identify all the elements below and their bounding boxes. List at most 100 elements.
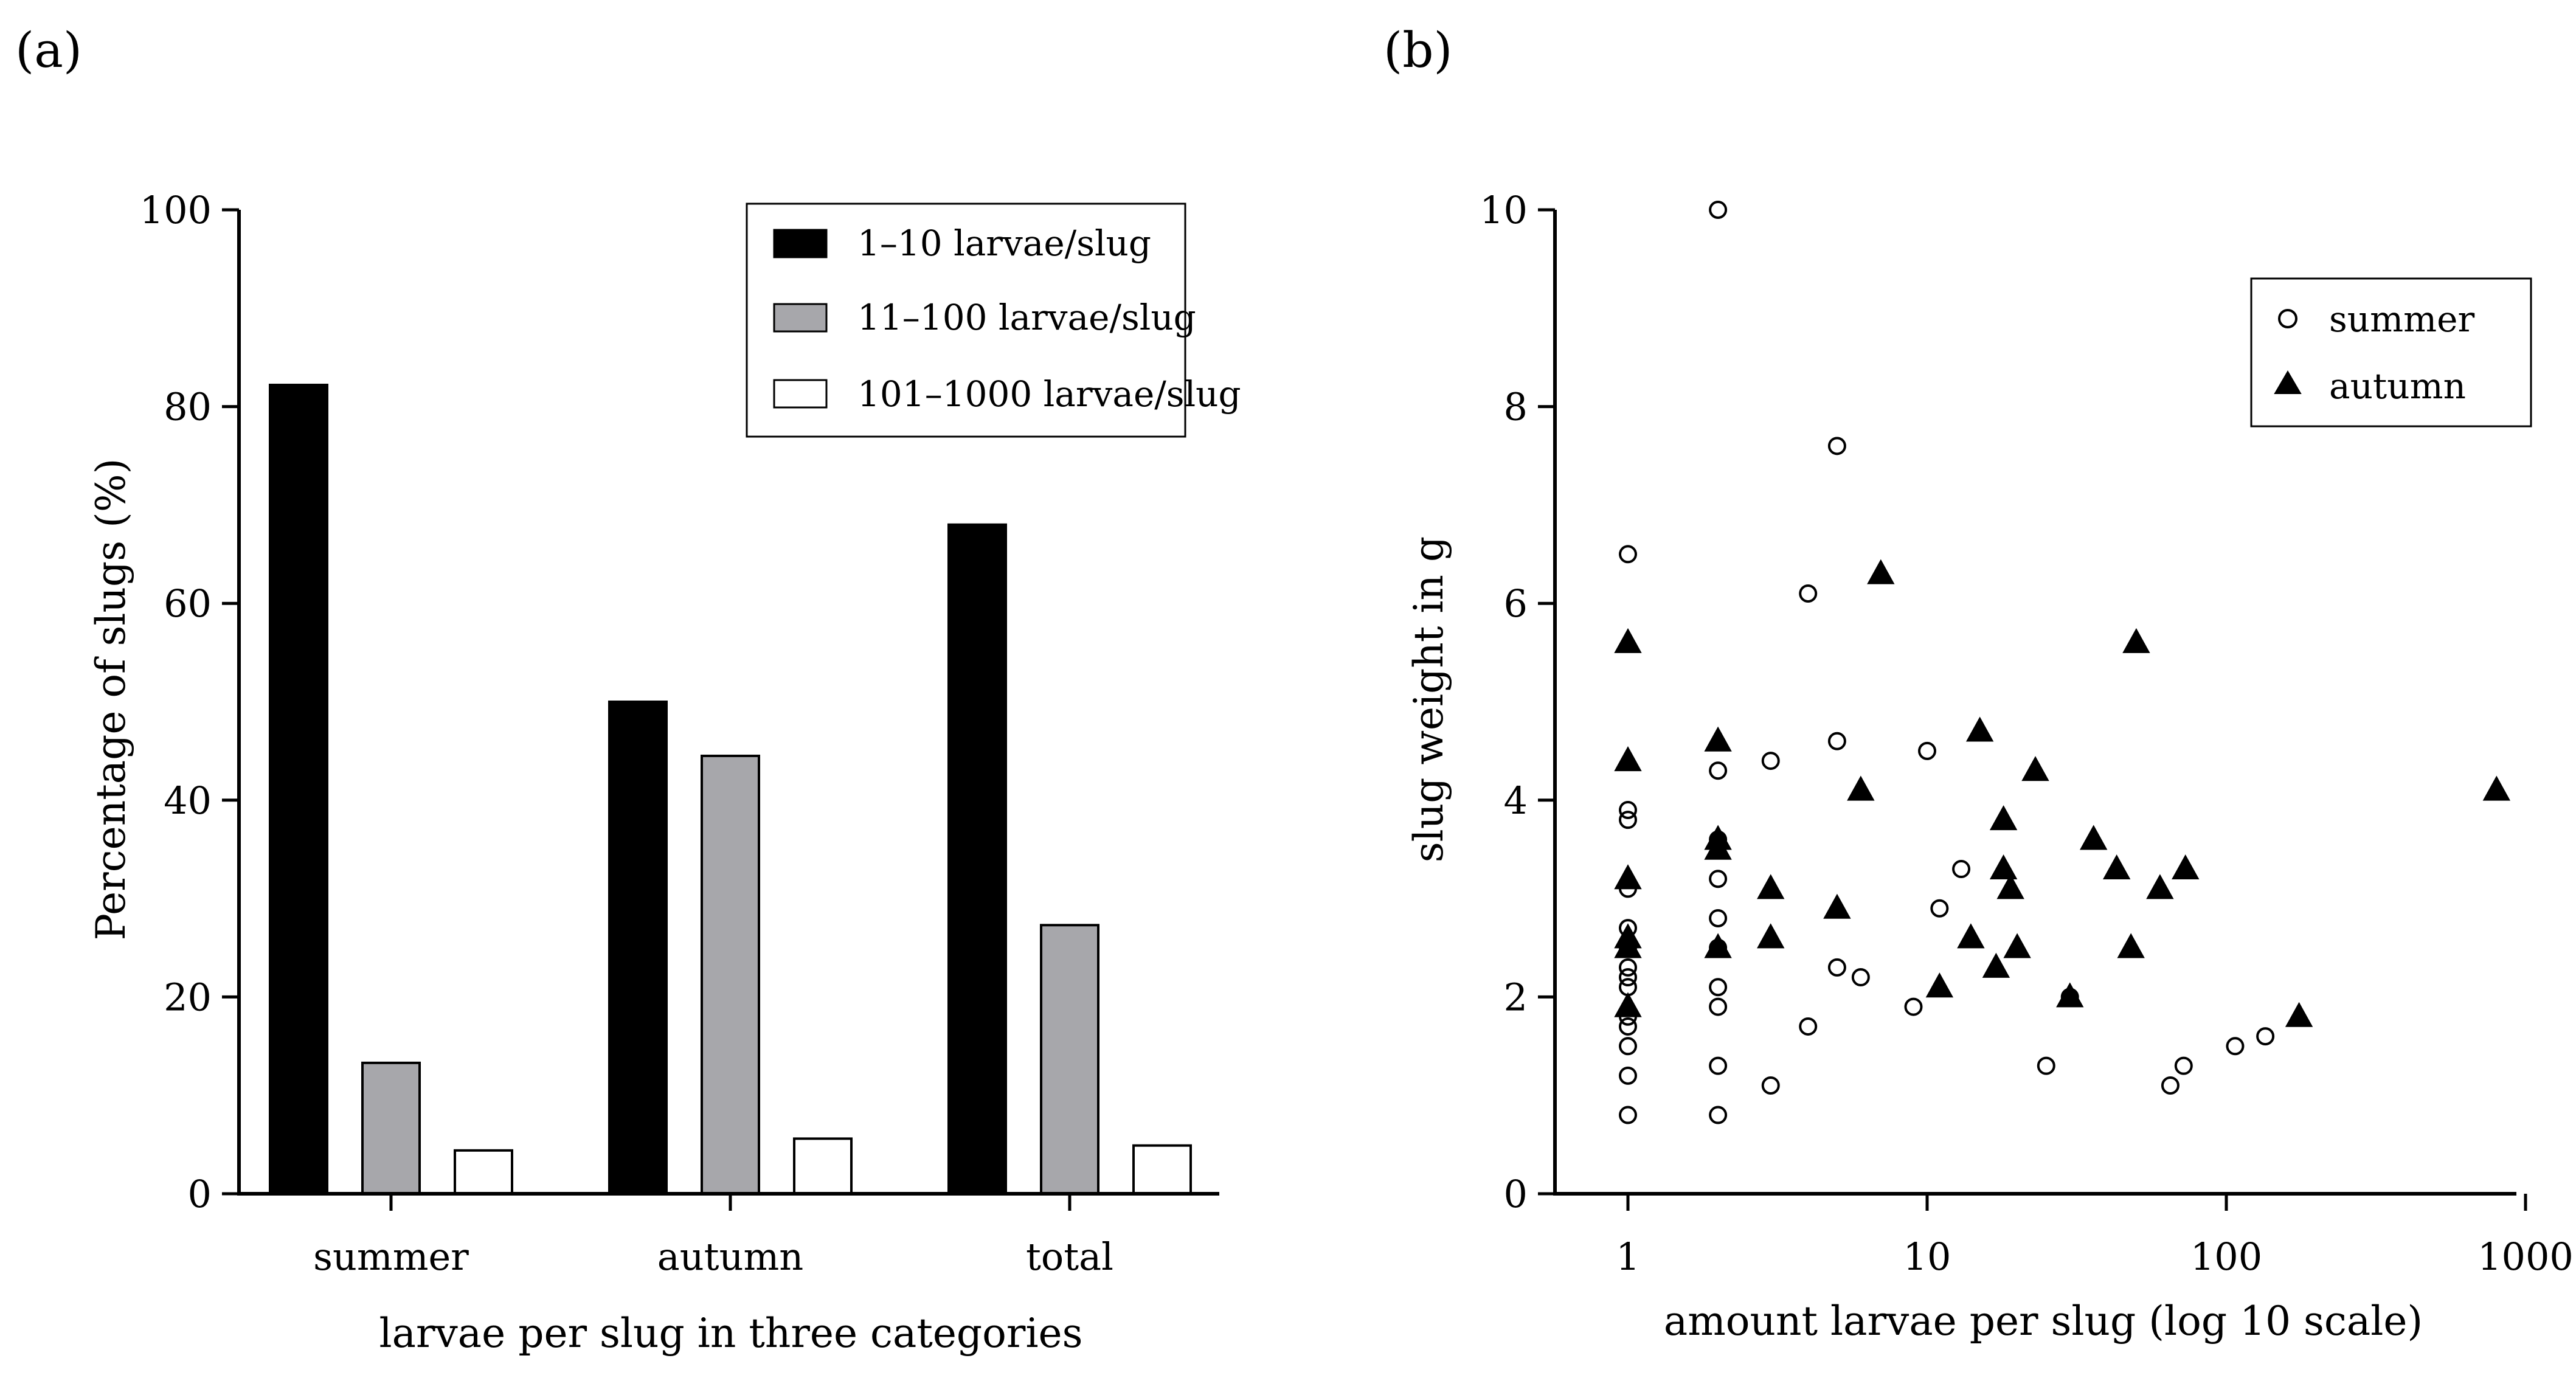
point-autumn [2117,933,2145,958]
y-axis-title: Percentage of slugs (%) [88,459,134,941]
point-summer [1827,437,1846,455]
point-summer [1619,968,1637,987]
bar-group [269,384,1192,1196]
point-autumn [1847,775,1875,801]
x-ticks: 1 10 100 1000 [1616,1194,2574,1279]
legend-label-1-10: 1–10 larvae/slug [857,223,1151,264]
point-summer [1952,860,1971,879]
bar-total-series-2 [1040,924,1099,1195]
point-autumn [2080,825,2108,850]
bar-summer-series-1 [269,384,328,1195]
point-summer [1709,1106,1728,1124]
y-ticks: 0 20 40 60 80 100 [140,188,239,1216]
point-summer [1619,1037,1637,1056]
y-tick-label: 80 [164,385,212,429]
y-tick-label: 8 [1504,385,1528,429]
x-tick-label-total: total [1026,1234,1113,1279]
point-summer [2256,1027,2275,1046]
point-summer [1918,741,1936,760]
point-summer [2037,1056,2055,1075]
point-autumn [2482,775,2511,801]
x-axis-title: amount larvae per slug (log 10 scale) [1664,1298,2423,1345]
point-summer [1709,870,1728,888]
y-axis-title: slug weight in g [1405,536,1452,862]
panel-label-a: (a) [15,22,82,78]
point-autumn [2122,628,2150,653]
bar-summer-series-3 [454,1149,513,1195]
point-summer [1851,968,1870,987]
point-summer [1761,1076,1780,1095]
point-summer [1827,732,1846,750]
legend-marker-autumn [2274,370,2302,394]
point-autumn [2056,982,2084,1008]
legend-swatch-11-100 [773,303,828,333]
point-autumn [1614,992,1642,1017]
x-tick-label: 1000 [2477,1234,2574,1279]
legend: summer autumn [2250,277,2532,428]
point-autumn [1614,628,1642,653]
point-summer [1930,899,1949,918]
point-summer [1619,1066,1637,1085]
panel-label-b: (b) [1383,22,1453,78]
point-autumn [1823,893,1851,919]
bar-autumn-series-1 [608,701,668,1195]
point-autumn [1996,874,2024,899]
point-autumn [1704,726,1732,752]
point-autumn [2003,933,2031,958]
point-autumn [1867,559,1895,584]
point-autumn [1704,834,1732,860]
bar-autumn-series-2 [701,754,760,1195]
bar-total-series-3 [1132,1144,1192,1196]
y-tick-label: 2 [1504,975,1528,1019]
y-tick-label: 4 [1504,778,1528,823]
y-tick-label: 20 [164,975,212,1019]
point-autumn [1757,874,1785,899]
legend-swatch-101-1000 [773,379,828,409]
point-autumn [1965,716,1994,742]
point-autumn [2102,854,2131,880]
x-tick-label: 10 [1903,1234,1951,1279]
point-summer [1709,201,1728,219]
point-summer [1709,997,1728,1016]
point-summer [1709,761,1728,780]
legend-box [2250,277,2532,428]
scatter-chart: 0 2 4 6 8 10 1 10 100 1000 slug weight in g amou… [1405,188,2574,1345]
point-summer [1619,1106,1637,1124]
x-tick-label: 100 [2190,1234,2262,1279]
point-summer [2174,1056,2193,1075]
point-summer [1619,811,1637,829]
point-autumn [1614,864,1642,890]
x-tick-label: 1 [1616,1234,1639,1279]
point-autumn [1614,933,1642,958]
point-autumn [1989,805,2018,831]
point-autumn [2146,874,2174,899]
point-autumn [1989,854,2018,880]
legend-swatch-1-10 [773,229,828,258]
point-summer [1761,752,1780,770]
point-autumn [1957,923,1985,949]
y-tick-label: 0 [188,1172,212,1216]
point-autumn [2285,1002,2313,1027]
y-tick-label: 0 [1504,1172,1528,1216]
x-axis-title: larvae per slug in three categories [379,1310,1083,1357]
legend-label-11-100: 11–100 larvae/slug [857,297,1196,338]
point-group [1614,201,2511,1124]
y-tick-label: 100 [140,188,212,232]
bar-chart: 0 20 40 60 80 100 summer autumn total Percentag… [88,188,1241,1357]
point-summer [1799,1017,1818,1036]
legend-marker-summer [2278,309,2297,328]
point-autumn [2172,854,2200,880]
point-summer [1709,978,1728,997]
bar-autumn-series-3 [793,1137,853,1195]
point-summer [1619,1017,1637,1036]
point-autumn [1757,923,1785,949]
legend-label-autumn: autumn [2329,365,2466,407]
y-tick-label: 6 [1504,581,1528,626]
bar-summer-series-2 [361,1061,421,1196]
point-summer [1904,997,1923,1016]
point-autumn [1925,972,1954,998]
legend: 1–10 larvae/slug 11–100 larvae/slug 101–… [746,203,1241,438]
y-tick-label: 10 [1480,188,1528,232]
x-tick-label-autumn: autumn [657,1234,803,1279]
